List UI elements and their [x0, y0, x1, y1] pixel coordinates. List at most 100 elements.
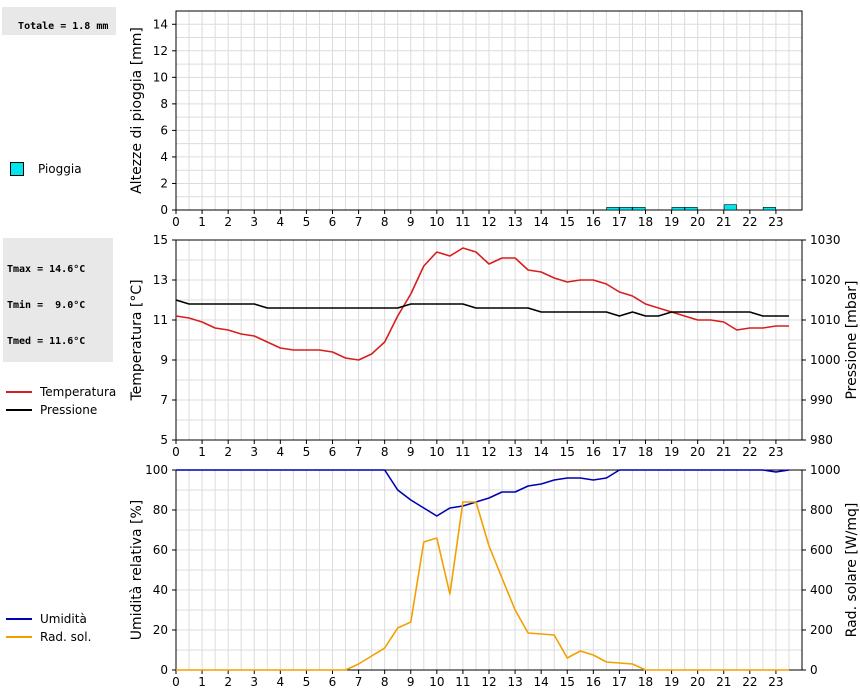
y2-tick-label-2: 800: [810, 503, 833, 517]
y-tick-label-2: 0: [160, 663, 168, 677]
pressione-swatch: [6, 409, 32, 411]
x-tick-label-1: 20: [690, 445, 705, 459]
x-tick-label-0: 17: [612, 215, 627, 229]
x-tick-label-1: 0: [172, 445, 180, 459]
series-line-temperatura: [175, 247, 789, 361]
legend-item-radsol: Rad. sol.: [6, 628, 91, 646]
x-tick-label-0: 2: [224, 215, 232, 229]
x-tick-label-0: 8: [381, 215, 389, 229]
radsol-swatch: [6, 636, 32, 638]
x-tick-label-2: 17: [612, 675, 627, 689]
tmax-text: Tmax = 14.6°C: [7, 264, 86, 275]
x-tick-label-0: 19: [664, 215, 679, 229]
humidity-solar-legend: Umidità Rad. sol.: [6, 610, 91, 646]
x-tick-label-2: 3: [250, 675, 258, 689]
x-tick-label-2: 22: [742, 675, 757, 689]
x-tick-label-0: 23: [768, 215, 783, 229]
x-tick-label-1: 16: [586, 445, 601, 459]
y-tick-label-0: 12: [153, 44, 168, 58]
x-tick-label-1: 14: [534, 445, 549, 459]
y-tick-label-1: 11: [153, 313, 168, 327]
x-tick-label-2: 18: [638, 675, 653, 689]
x-tick-label-1: 9: [407, 445, 415, 459]
x-tick-label-2: 0: [172, 675, 180, 689]
x-tick-label-1: 22: [742, 445, 757, 459]
x-tick-label-0: 13: [507, 215, 522, 229]
y2-tick-label-1: 1020: [810, 273, 841, 287]
y-tick-label-0: 10: [153, 70, 168, 84]
x-tick-label-0: 4: [277, 215, 285, 229]
legend-item-pressione: Pressione: [6, 401, 116, 419]
x-tick-label-0: 18: [638, 215, 653, 229]
x-tick-label-2: 19: [664, 675, 679, 689]
x-tick-label-0: 0: [172, 215, 180, 229]
x-tick-label-1: 11: [455, 445, 470, 459]
x-tick-label-2: 7: [355, 675, 363, 689]
x-tick-label-2: 11: [455, 675, 470, 689]
y-tick-label-1: 7: [160, 393, 168, 407]
y-tick-label-2: 80: [153, 503, 168, 517]
legend-label-pioggia: Pioggia: [38, 162, 82, 176]
legend-item-umidita: Umidità: [6, 610, 91, 628]
y-tick-label-2: 40: [153, 583, 168, 597]
x-tick-label-0: 5: [303, 215, 311, 229]
y-tick-label-0: 6: [160, 123, 168, 137]
x-tick-label-2: 4: [277, 675, 285, 689]
x-tick-label-0: 1: [198, 215, 206, 229]
y-tick-label-1: 5: [160, 433, 168, 447]
y-tick-label-1: 13: [153, 273, 168, 287]
rain-bar: [632, 207, 646, 211]
x-tick-label-2: 16: [586, 675, 601, 689]
y-axis-label-2: Umidità relativa [%]: [129, 500, 145, 641]
x-tick-label-0: 6: [329, 215, 337, 229]
rain-bar: [606, 207, 620, 211]
total-rain-box: Totale = 1.8 mm: [2, 7, 116, 35]
x-tick-label-2: 1: [198, 675, 206, 689]
x-tick-label-0: 20: [690, 215, 705, 229]
rain-legend: Pioggia: [0, 160, 82, 178]
x-tick-label-2: 9: [407, 675, 415, 689]
x-tick-label-1: 13: [507, 445, 522, 459]
temp-pressure-legend: Temperatura Pressione: [6, 383, 116, 419]
x-tick-label-2: 21: [716, 675, 731, 689]
y2-tick-label-2: 0: [810, 663, 818, 677]
y-tick-label-1: 15: [153, 233, 168, 247]
y-tick-label-0: 8: [160, 97, 168, 111]
legend-label-pressione: Pressione: [40, 403, 98, 417]
y2-tick-label-2: 600: [810, 543, 833, 557]
y2-axis-label-1: Pressione [mbar]: [844, 280, 860, 399]
rain-bar: [671, 207, 685, 211]
y2-tick-label-1: 1000: [810, 353, 841, 367]
x-tick-label-2: 12: [481, 675, 496, 689]
x-tick-label-2: 13: [507, 675, 522, 689]
y-tick-label-0: 4: [160, 150, 168, 164]
total-rain-text: Totale = 1.8 mm: [18, 21, 109, 32]
y-tick-label-1: 9: [160, 353, 168, 367]
umidita-swatch: [6, 618, 32, 620]
x-tick-label-1: 19: [664, 445, 679, 459]
rain-bar: [684, 207, 698, 211]
legend-label-temperatura: Temperatura: [40, 385, 117, 399]
x-tick-label-1: 18: [638, 445, 653, 459]
x-tick-label-2: 8: [381, 675, 389, 689]
legend-item-pioggia: Pioggia: [0, 160, 82, 178]
x-tick-label-2: 23: [768, 675, 783, 689]
y-tick-label-0: 0: [160, 203, 168, 217]
series-line-pressione: [175, 299, 789, 317]
tmin-text: Tmin = 9.0°C: [7, 300, 86, 311]
x-tick-label-1: 3: [250, 445, 258, 459]
x-tick-label-2: 5: [303, 675, 311, 689]
y2-tick-label-1: 980: [810, 433, 833, 447]
x-tick-label-2: 15: [560, 675, 575, 689]
x-tick-label-1: 1: [198, 445, 206, 459]
x-tick-label-1: 2: [224, 445, 232, 459]
x-tick-label-2: 10: [429, 675, 444, 689]
x-tick-label-0: 15: [560, 215, 575, 229]
x-tick-label-1: 15: [560, 445, 575, 459]
temperatura-swatch: [6, 391, 32, 393]
x-tick-label-0: 16: [586, 215, 601, 229]
series-line-umidit-: [176, 469, 790, 517]
x-tick-label-1: 17: [612, 445, 627, 459]
y-axis-label-0: Altezze di pioggia [mm]: [129, 27, 145, 194]
